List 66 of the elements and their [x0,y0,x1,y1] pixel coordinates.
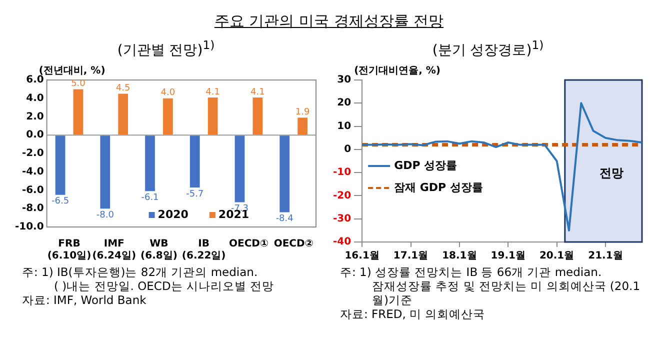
y-tick-label: 4.0 [26,92,44,104]
bar [298,118,308,135]
y-tick-label: 30 [337,74,352,86]
x-tick-label: 16.1월 [344,250,380,262]
bar [145,136,155,192]
text: 자료: FRED, 미 의회예산국 [340,307,486,321]
chart-subtitle: (분기 성장경로)$^{1)}$ [431,38,545,60]
bar [118,94,128,135]
text: ( )내는 전망일. OECD는 시나리오별 전망 [53,279,276,293]
y-tick-label: -2.0 [22,148,44,160]
y-tick-label: -8.0 [22,203,44,214]
y-tick-label: -10.0 [14,222,44,233]
data-label: -8.4 [276,214,294,224]
legend-label: GDP 성장률 [394,158,458,172]
y-tick-label: 10 [337,120,352,132]
data-label: -8.0 [96,210,114,220]
y-tick-label: -6.0 [22,184,44,196]
x-tick-label: WB(6.8일) [140,238,178,262]
bar [163,98,173,135]
x-tick-label: 17.1월 [393,250,428,262]
data-label: -6.5 [52,196,70,207]
data-label: 4.1 [206,87,220,98]
text: 자료: IMF, World Bank [22,293,148,307]
y-tick-label: 0 [344,144,352,156]
y-tick-label: -4.0 [22,166,44,178]
legend-label: 2020 [158,208,189,221]
data-label: -6.1 [141,193,159,204]
bar [208,97,218,135]
bar [252,97,263,135]
text: 잠재성장률 추정 및 전망치는 미 의회예산국 (20.1월)기준 [371,279,642,307]
text: 주: 1) IB(투자은행)는 82개 기관의 median. [22,265,259,279]
x-tick-label: OECD② [274,238,314,250]
y-tick-label: -40 [332,236,352,248]
y-tick-label: 6.0 [26,74,44,86]
y-axis-title: (전기대비연율, %) [354,66,441,77]
band-label: 전망 [599,166,624,180]
data-label: 5.0 [71,79,86,90]
data-label: -5.7 [186,189,204,200]
y-tick-label: -20 [332,190,352,202]
x-tick-label: 18.1월 [442,250,477,262]
bar [234,136,245,202]
x-tick-label: OECD① [228,238,268,250]
y-tick-label: 0.0 [26,130,44,141]
y-tick-label: 20 [337,98,352,109]
data-label: 4.5 [116,84,130,94]
x-tick-label: 19.1월 [490,250,526,262]
bar [73,89,84,135]
x-tick-label: IB(6.22일) [182,238,226,262]
data-label: 4.1 [250,87,265,98]
bar [280,136,290,212]
chart-subtitle: (기관별 전망)$^{1)}$ [116,38,216,60]
data-label: 1.9 [295,108,310,118]
text: 주: 1) 성장률 전망치는 IB 등 66개 기관 median. [340,265,603,279]
data-label: 4.0 [160,88,176,98]
x-tick-label: FRB(6.10일) [47,238,92,262]
x-tick-label: 20.1월 [539,250,574,262]
bar [55,136,66,195]
y-tick-label: 2.0 [26,111,44,122]
y-tick-label: -30 [332,213,352,224]
chart-title: 주요 기관의 미국 경제성장률 전망 [213,12,445,31]
y-tick-label: -10 [332,167,352,178]
x-tick-label: IMF(6.24일) [92,238,136,262]
legend-label: 잠재 GDP 성장률 [394,180,483,194]
x-tick-label: 21.1월 [588,250,623,262]
bar [190,136,200,188]
bar [100,136,110,209]
